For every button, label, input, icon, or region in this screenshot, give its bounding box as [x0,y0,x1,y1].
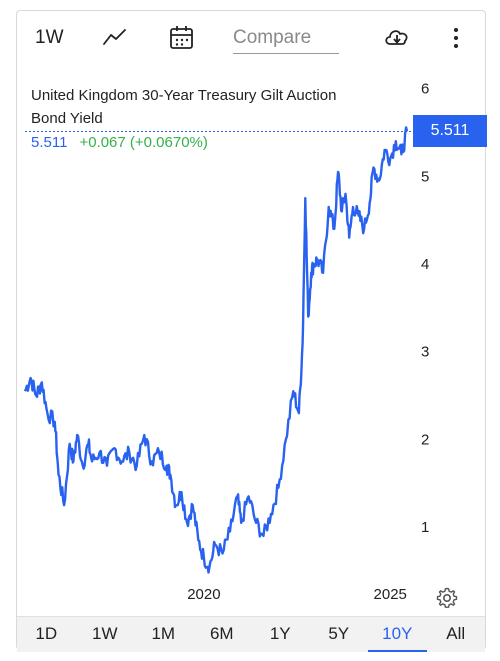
compare-input[interactable]: Compare [233,27,339,54]
legend-values: 5.511 +0.067 (+0.0670%) [31,134,391,151]
interval-selector[interactable]: 1W [35,27,64,48]
last-price-tag: 5.511 [413,115,487,148]
time-range-bar: 1D 1W 1M 6M 1Y 5Y 10Y All [17,616,485,652]
instrument-title: United Kingdom 30-Year Treasury Gilt Auc… [31,87,337,127]
range-6m[interactable]: 6M [209,624,234,643]
y-tick-label: 1 [421,519,429,536]
y-tick-label: 2 [421,431,429,448]
toolbar: 1W Compare [17,11,485,66]
y-tick-label: 4 [421,256,429,273]
range-5y[interactable]: 5Y [328,624,350,643]
x-tick-label: 2025 [374,586,407,603]
range-1y[interactable]: 1Y [269,624,291,643]
x-tick-label: 2020 [187,586,220,603]
chart-type-icon[interactable] [101,23,131,53]
calendar-icon[interactable] [167,23,197,53]
y-tick-label: 5 [421,168,429,185]
y-tick-label: 3 [421,344,429,361]
price-chart[interactable]: 1 2 3 4 5 6 2020 2025 [17,11,487,611]
cloud-download-icon[interactable] [382,23,412,53]
range-1m[interactable]: 1M [151,624,176,643]
settings-gear-icon[interactable] [435,586,459,610]
price-change: +0.067 (+0.0670%) [79,134,208,151]
yield-series-line [23,126,409,574]
more-options-icon[interactable] [441,23,471,53]
chart-widget: 1W Compare 1 2 3 4 5 6 2020 2025 United Kingdom… [16,10,487,652]
range-1w[interactable]: 1W [92,624,118,643]
y-tick-label: 6 [421,81,429,98]
range-1d[interactable]: 1D [35,624,58,643]
legend: United Kingdom 30-Year Treasury Gilt Auc… [31,84,391,151]
range-10y[interactable]: 10Y [368,617,427,652]
last-price: 5.511 [31,134,68,151]
range-all[interactable]: All [446,624,466,643]
